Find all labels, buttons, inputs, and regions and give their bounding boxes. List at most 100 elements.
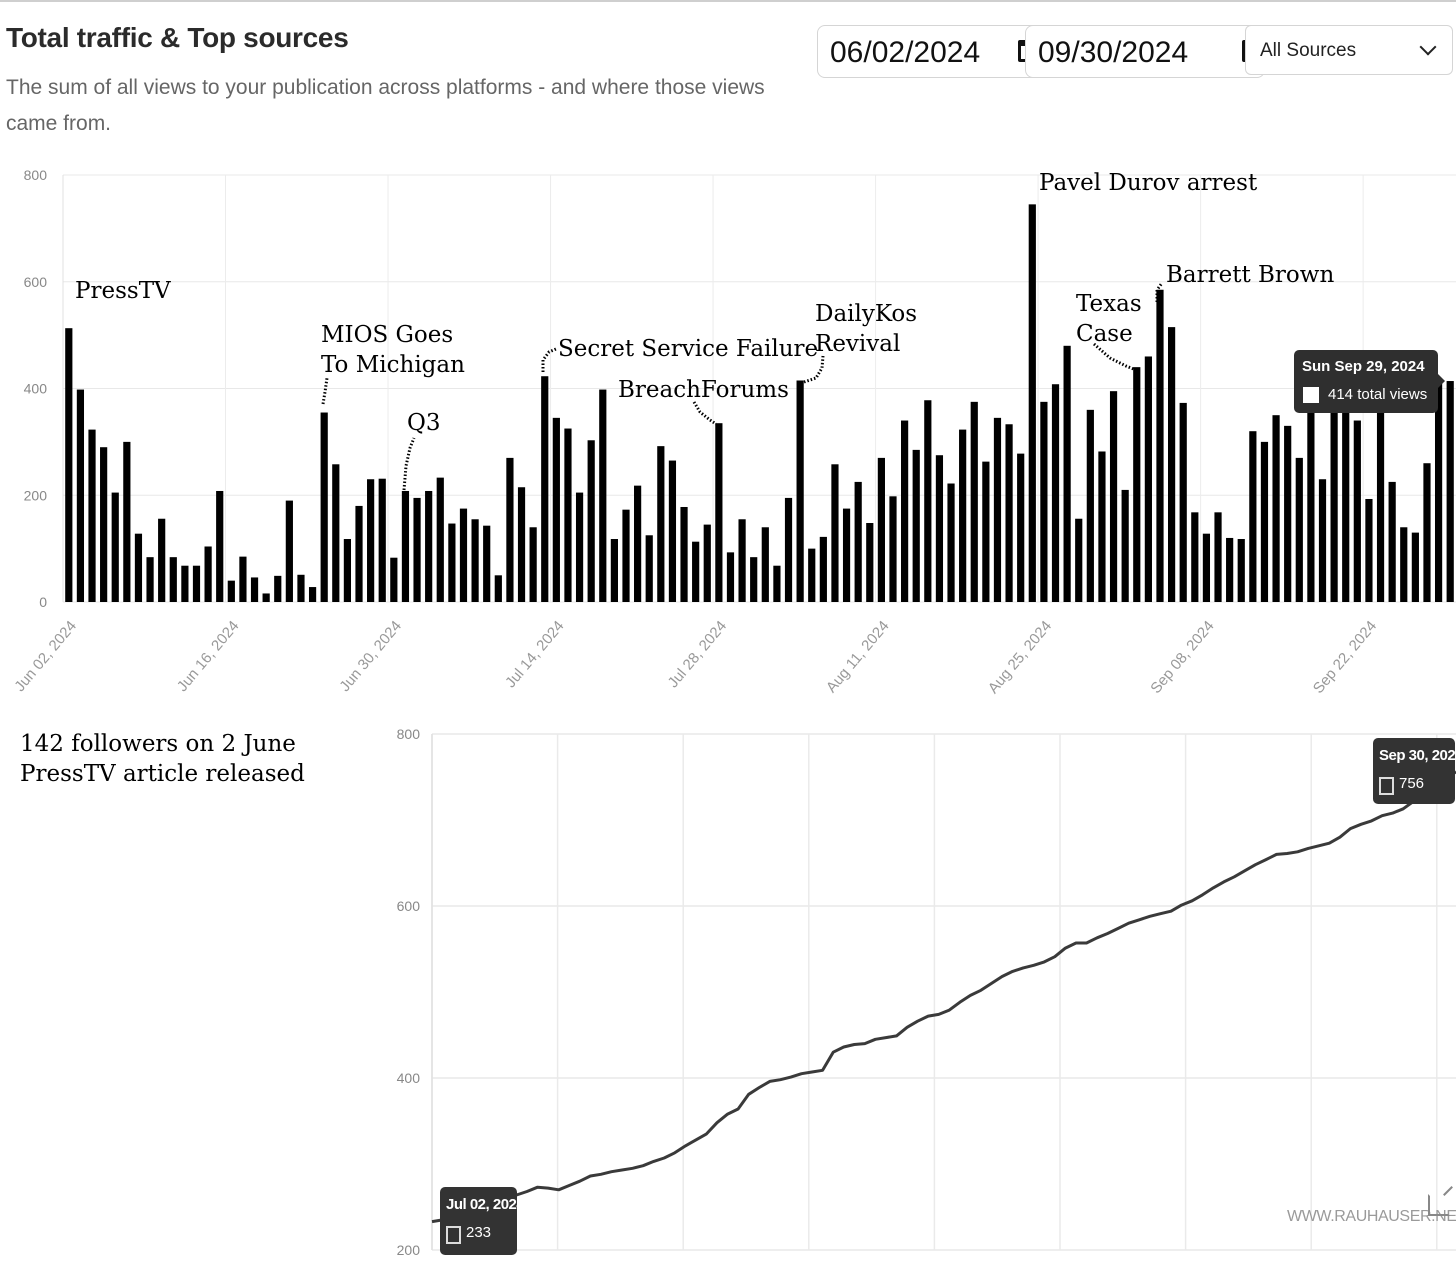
watermark: WWW.RAUHAUSER.NET <box>1287 1208 1456 1225</box>
bar <box>192 565 201 602</box>
bar <box>1063 345 1071 602</box>
start-date-value: 06/02/2024 <box>830 36 981 69</box>
bar <box>680 506 688 602</box>
y-tick-label: 200 <box>24 487 48 503</box>
bar <box>854 481 862 602</box>
bar <box>204 546 212 602</box>
bar <box>703 524 711 602</box>
source-select[interactable]: All Sources <box>1245 25 1453 75</box>
bar <box>146 557 154 602</box>
bar <box>1249 431 1257 602</box>
annotation-barrett: Barrett Brown <box>1166 262 1335 288</box>
bar <box>65 328 73 602</box>
bar <box>448 523 456 602</box>
traffic-tooltip-value: 414 total views <box>1328 386 1428 403</box>
annotation-durov: Pavel Durov arrest <box>1039 170 1258 196</box>
bar <box>1353 420 1361 602</box>
bar <box>622 509 630 602</box>
bar <box>332 464 340 602</box>
bar <box>483 525 491 602</box>
bar <box>1028 204 1036 602</box>
bar <box>796 380 804 602</box>
bar <box>866 523 874 602</box>
bar <box>750 557 758 602</box>
bar <box>912 449 920 602</box>
bar <box>1411 532 1419 602</box>
bar <box>134 533 143 602</box>
bar <box>1051 384 1060 602</box>
legend-swatch <box>1303 387 1319 403</box>
page-title: Total traffic & Top sources <box>6 22 349 53</box>
bar <box>343 539 352 602</box>
y-tick-label: 400 <box>24 381 48 397</box>
bar <box>1121 489 1129 602</box>
bar <box>1005 424 1013 602</box>
bar <box>297 574 305 602</box>
bar <box>494 575 502 602</box>
bar <box>1179 402 1187 602</box>
top-divider <box>0 0 1456 2</box>
bar <box>123 441 131 602</box>
bar <box>610 539 618 602</box>
y-tick-label: 600 <box>397 898 421 914</box>
bar <box>726 552 735 602</box>
followers-tooltip-end: Sep 30, 2024 756 <box>1373 738 1456 804</box>
y-tick-label: 800 <box>24 167 48 183</box>
external-link-icon[interactable] <box>1428 1194 1450 1216</box>
bar <box>367 479 375 602</box>
bar <box>529 527 537 602</box>
bar <box>1423 463 1431 602</box>
bar <box>668 460 677 602</box>
followers-tooltip-start-value: 233 <box>466 1224 492 1241</box>
bar <box>552 417 560 602</box>
annotation-presstv: PressTV <box>75 278 171 304</box>
bar <box>935 455 944 602</box>
bar <box>471 519 479 602</box>
bar <box>262 593 270 602</box>
bar <box>1446 381 1454 602</box>
bar <box>436 477 444 602</box>
bar <box>657 446 665 602</box>
bar <box>1191 512 1199 602</box>
checkbox-icon <box>1379 777 1394 795</box>
followers-tooltip-end-value: 756 <box>1399 775 1425 792</box>
bar <box>401 490 410 602</box>
bar <box>947 483 955 602</box>
bar <box>1307 369 1315 602</box>
bar <box>1167 327 1176 602</box>
bar <box>285 500 293 602</box>
bar <box>819 536 827 602</box>
bar <box>1109 391 1118 602</box>
bar <box>239 556 247 602</box>
bar <box>1156 289 1164 602</box>
y-tick-label: 0 <box>39 594 47 610</box>
annotation-breachforums: BreachForums <box>618 377 789 403</box>
bar <box>1295 457 1303 602</box>
bar <box>250 577 259 602</box>
bar <box>645 535 653 602</box>
bar <box>889 496 897 602</box>
bar <box>1017 453 1025 602</box>
bar <box>692 541 700 602</box>
bar <box>901 420 909 602</box>
annotation-secret-service: Secret Service Failure <box>558 336 819 362</box>
bar <box>378 478 386 602</box>
bar <box>1202 533 1211 602</box>
bar <box>541 376 549 602</box>
start-date-input[interactable]: 06/02/2024 <box>817 25 1041 78</box>
tooltip-arrow <box>1438 374 1445 388</box>
bar <box>924 400 932 602</box>
bar <box>1365 498 1373 602</box>
y-tick-label: 200 <box>397 1242 421 1258</box>
bar <box>1133 367 1141 602</box>
bar <box>274 575 282 602</box>
bar <box>181 565 189 602</box>
bar <box>1330 353 1338 602</box>
bar <box>1284 425 1292 602</box>
bar <box>1040 401 1048 602</box>
traffic-tooltip-date: Sun Sep 29, 2024 <box>1302 358 1425 375</box>
source-select-value: All Sources <box>1260 40 1357 61</box>
bar <box>308 587 317 602</box>
bar <box>575 492 584 602</box>
